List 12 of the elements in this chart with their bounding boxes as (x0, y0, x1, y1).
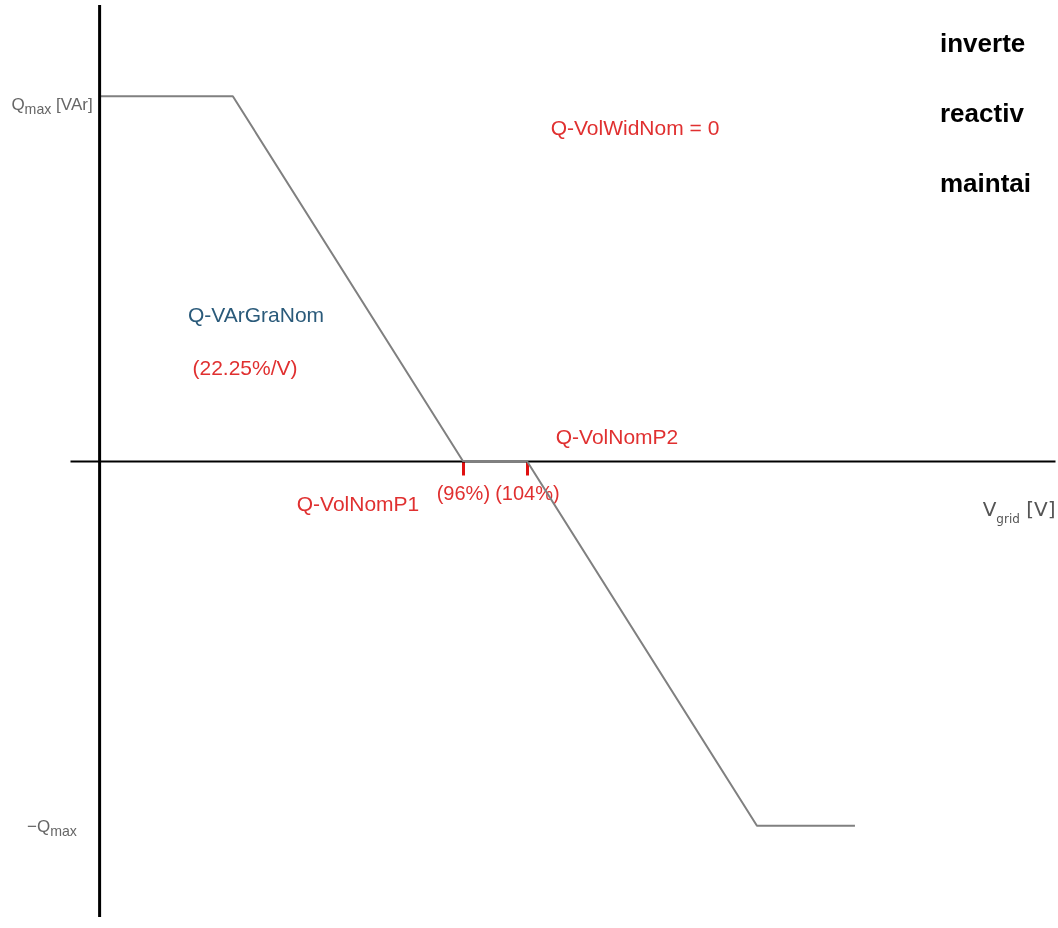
annotation: maintai (940, 168, 1032, 199)
text: inverte (940, 28, 1026, 59)
annotation: Q$_{max}$ [VAr] (11, 94, 93, 118)
annotation: −Q$_{max}$ (27, 816, 77, 840)
annotation: Q-VolWidNom = 0 (550, 116, 720, 140)
annotation: Q-VolNomP1 (296, 492, 420, 516)
annotation: Q-VolNomP2 (555, 425, 679, 449)
x-axis-title: V$_{grid}$ [V] (982, 496, 1056, 526)
annotation: Q-VArGraNom (187, 303, 325, 327)
annotation: reactiv (940, 98, 1024, 129)
x-tick-label: (96%) (436, 481, 491, 504)
annotation: (22.25%/V) (192, 356, 298, 380)
